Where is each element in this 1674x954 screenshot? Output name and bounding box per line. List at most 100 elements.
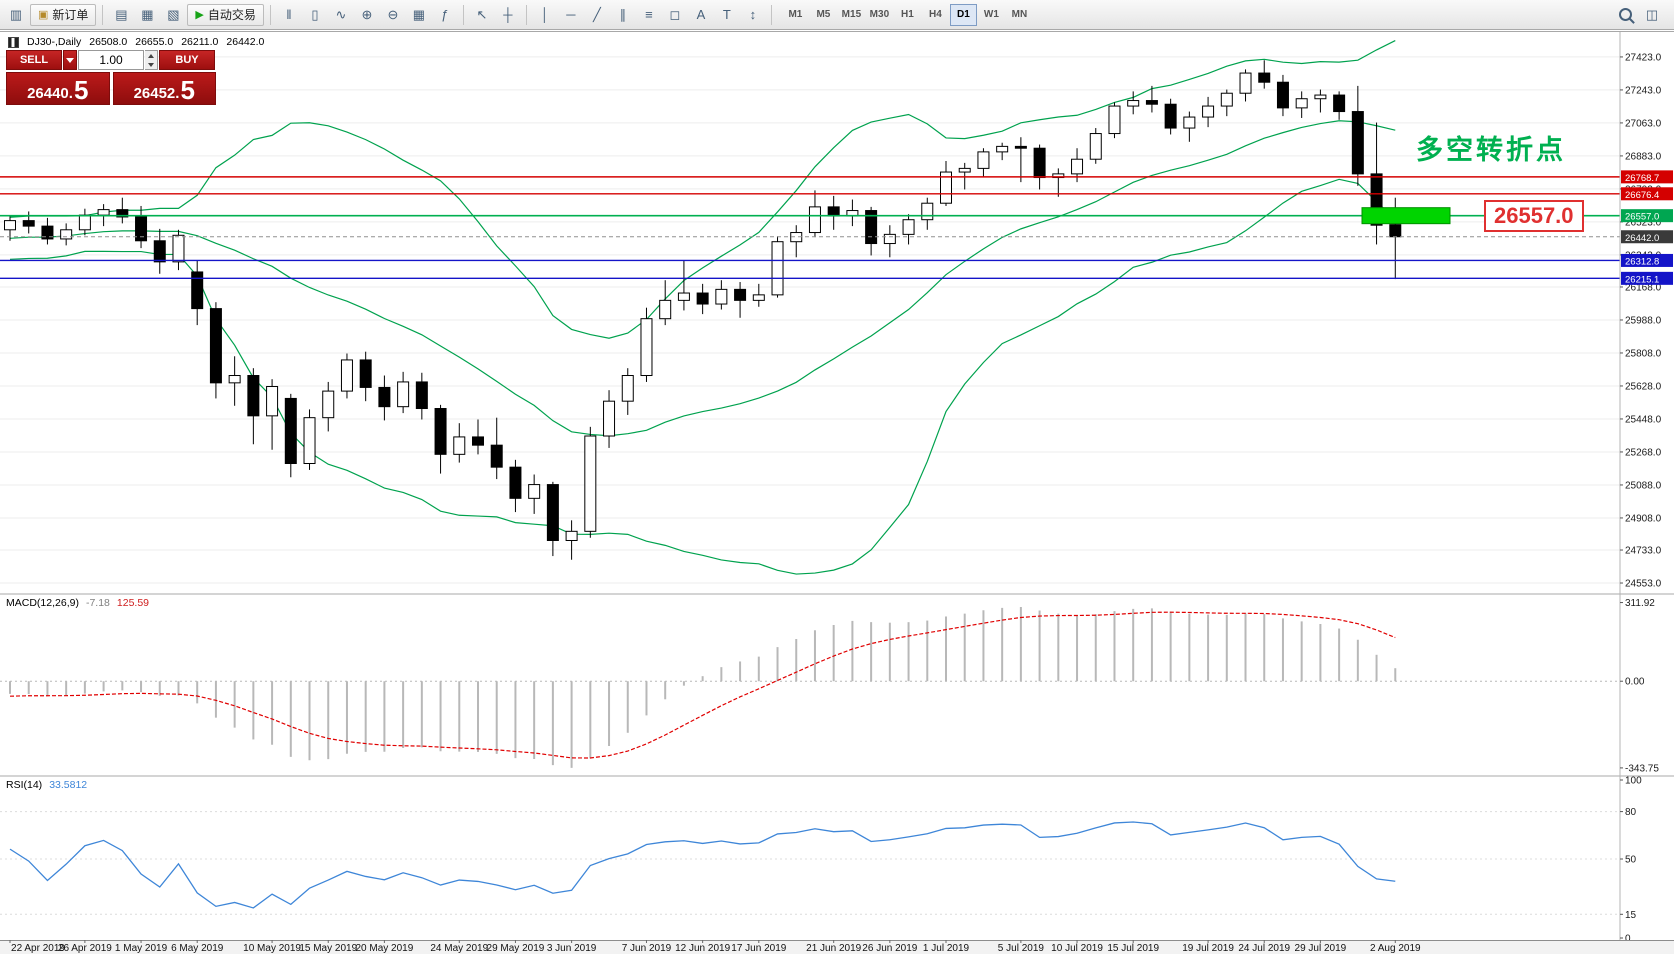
horizontal-line-icon[interactable]: ─ xyxy=(566,7,576,22)
tf-d1[interactable]: D1 xyxy=(949,3,977,26)
line-chart-icon[interactable]: ∿ xyxy=(335,6,347,22)
svg-text:26523.0: 26523.0 xyxy=(1625,217,1662,228)
ohlc-low: 26211.0 xyxy=(181,36,219,48)
buy-button[interactable]: BUY xyxy=(159,50,215,70)
channel-icon[interactable]: ∥ xyxy=(619,6,627,22)
label-icon[interactable]: T xyxy=(722,7,731,22)
svg-text:26 Jun 2019: 26 Jun 2019 xyxy=(862,943,917,954)
svg-text:15 May 2019: 15 May 2019 xyxy=(299,943,357,954)
svg-text:10 Jul 2019: 10 Jul 2019 xyxy=(1051,943,1103,954)
tf-m30[interactable]: M30 xyxy=(869,9,890,20)
svg-text:80: 80 xyxy=(1625,807,1637,818)
new-window-icon[interactable]: ◫ xyxy=(1645,6,1659,22)
svg-text:26312.8: 26312.8 xyxy=(1625,256,1659,267)
tile-windows-icon[interactable]: ▦ xyxy=(412,6,426,22)
sell-button[interactable]: SELL xyxy=(6,50,62,70)
tf-h1[interactable]: H1 xyxy=(901,9,914,20)
svg-text:26 Apr 2019: 26 Apr 2019 xyxy=(58,943,112,954)
tf-w1[interactable]: W1 xyxy=(983,9,999,20)
macd-signal-value: 125.59 xyxy=(116,597,150,609)
shapes-icon[interactable]: ◻ xyxy=(669,6,681,22)
new-order-button[interactable]: ▣ 新订单 xyxy=(30,3,97,26)
svg-text:25628.0: 25628.0 xyxy=(1625,381,1662,392)
tf-m15[interactable]: M15 xyxy=(841,9,862,20)
svg-text:22 Apr 2019: 22 Apr 2019 xyxy=(11,943,65,954)
charts-profile-icon[interactable]: ▤ xyxy=(115,6,128,22)
svg-text:12 Jun 2019: 12 Jun 2019 xyxy=(675,943,730,954)
symbol-icon xyxy=(8,36,19,48)
toolbar-separator xyxy=(462,4,464,25)
tf-m5[interactable]: M5 xyxy=(816,9,831,20)
svg-text:0.00: 0.00 xyxy=(1625,677,1645,688)
svg-text:100: 100 xyxy=(1625,776,1642,787)
svg-text:29 May 2019: 29 May 2019 xyxy=(487,943,545,954)
search-icon[interactable] xyxy=(1613,3,1637,27)
svg-text:25988.0: 25988.0 xyxy=(1625,315,1662,326)
svg-text:21 Jun 2019: 21 Jun 2019 xyxy=(806,943,861,954)
tf-mn[interactable]: MN xyxy=(1011,9,1028,20)
ohlc-open: 26508.0 xyxy=(89,36,128,48)
volume-up-icon xyxy=(148,53,154,58)
dropdown-arrow-icon xyxy=(66,57,74,63)
crosshair-icon[interactable]: ┼ xyxy=(503,7,513,22)
svg-text:27063.0: 27063.0 xyxy=(1625,118,1662,129)
sell-price-main: 26440. xyxy=(27,84,73,102)
volume-stepper xyxy=(145,50,158,70)
svg-text:1 May 2019: 1 May 2019 xyxy=(115,943,168,954)
new-order-icon: ▣ xyxy=(38,9,49,21)
bar-chart-icon[interactable]: ‖ xyxy=(286,7,292,22)
volume-down-button[interactable] xyxy=(145,60,157,69)
svg-text:27423.0: 27423.0 xyxy=(1625,52,1662,63)
indicators-icon[interactable]: ƒ xyxy=(441,7,449,22)
svg-text:15: 15 xyxy=(1625,910,1637,921)
svg-text:25088.0: 25088.0 xyxy=(1625,480,1662,491)
symbol-name: DJ30-,Daily xyxy=(27,36,82,48)
svg-text:26168.0: 26168.0 xyxy=(1625,282,1662,293)
sell-dropdown-button[interactable] xyxy=(63,50,77,70)
buy-price-display[interactable]: 26452. 5 xyxy=(112,72,216,105)
data-window-icon[interactable]: ▧ xyxy=(167,6,180,22)
toolbar-separator xyxy=(102,4,104,25)
svg-text:2 Aug 2019: 2 Aug 2019 xyxy=(1370,943,1421,954)
trendline-icon[interactable]: ╱ xyxy=(592,6,601,22)
arrows-icon[interactable]: ↕ xyxy=(749,7,757,22)
buy-price-big: 5 xyxy=(180,74,195,105)
autotrading-button[interactable]: ▶ 自动交易 xyxy=(187,3,264,26)
svg-text:24 Jul 2019: 24 Jul 2019 xyxy=(1238,943,1290,954)
buy-price-main: 26452. xyxy=(133,84,180,102)
svg-text:19 Jul 2019: 19 Jul 2019 xyxy=(1182,943,1234,954)
svg-text:24 May 2019: 24 May 2019 xyxy=(430,943,488,954)
svg-text:6 May 2019: 6 May 2019 xyxy=(171,943,224,954)
ohlc-high: 26655.0 xyxy=(135,36,174,48)
rsi-value: 33.5812 xyxy=(49,779,88,791)
svg-text:26883.0: 26883.0 xyxy=(1625,151,1662,162)
candlestick-icon[interactable]: ▯ xyxy=(311,6,319,22)
fibonacci-icon[interactable]: ≡ xyxy=(645,7,653,22)
volume-up-button[interactable] xyxy=(145,51,157,60)
svg-text:1 Jul 2019: 1 Jul 2019 xyxy=(923,943,970,954)
print-icon[interactable]: ▦ xyxy=(141,6,154,22)
chart-window-icon[interactable]: ▥ xyxy=(9,6,23,22)
svg-text:20 May 2019: 20 May 2019 xyxy=(355,943,413,954)
svg-text:26557.0: 26557.0 xyxy=(1625,212,1659,223)
toolbar-separator xyxy=(269,4,271,25)
svg-text:26215.1: 26215.1 xyxy=(1625,274,1659,285)
text-icon[interactable]: A xyxy=(696,7,706,22)
sell-price-display[interactable]: 26440. 5 xyxy=(6,72,110,105)
volume-input[interactable] xyxy=(78,50,144,70)
vertical-line-icon[interactable]: │ xyxy=(540,7,549,22)
tf-h4[interactable]: H4 xyxy=(929,9,942,20)
toolbar-separator xyxy=(525,4,527,25)
macd-value: -7.18 xyxy=(85,597,110,609)
zoom-in-icon[interactable]: ⊕ xyxy=(361,6,373,22)
toolbar: ▥ ▣ 新订单 ▤ ▦ ▧ ▶ 自动交易 ‖ ▯ ∿ ⊕ ⊖ ▦ ƒ ↖ ┼ │… xyxy=(0,0,1674,30)
price-level-callout[interactable]: 26557.0 xyxy=(1484,200,1584,232)
turning-point-annotation[interactable]: 多空转折点 xyxy=(1416,135,1566,165)
svg-text:29 Jul 2019: 29 Jul 2019 xyxy=(1295,943,1347,954)
cursor-icon[interactable]: ↖ xyxy=(476,6,488,22)
svg-text:24553.0: 24553.0 xyxy=(1625,579,1662,590)
tf-m1[interactable]: M1 xyxy=(788,9,803,20)
zoom-out-icon[interactable]: ⊖ xyxy=(387,6,399,22)
